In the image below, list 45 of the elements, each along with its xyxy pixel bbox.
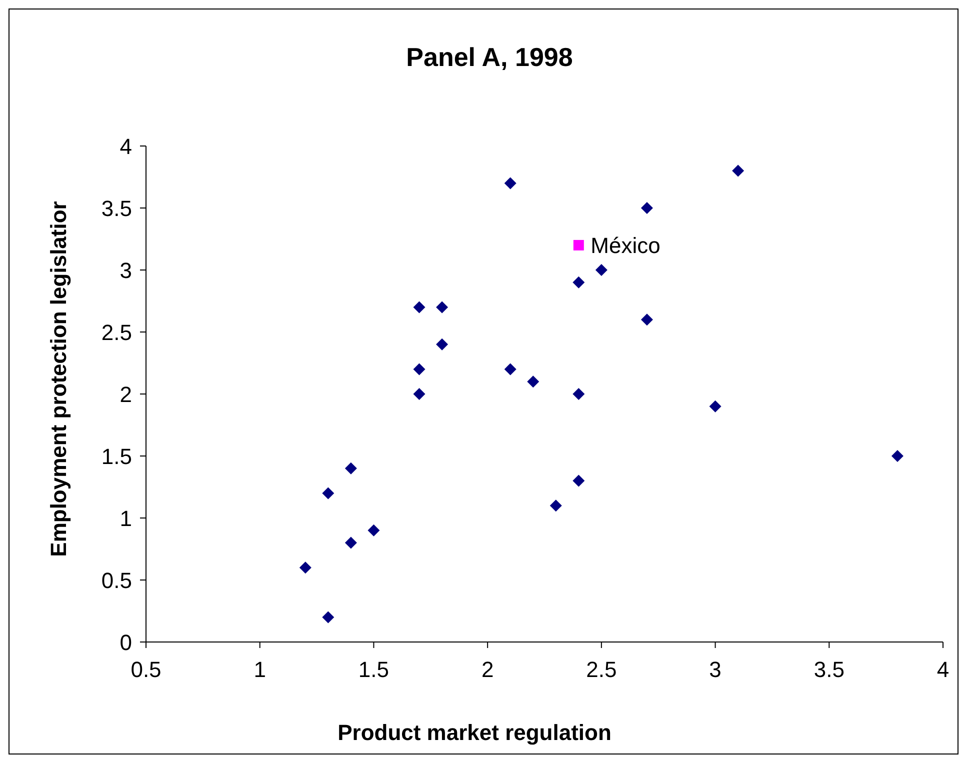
point [527, 376, 540, 388]
x-tick-label: 4 [936, 657, 950, 682]
point [322, 611, 334, 624]
y-tick-label: 1.5 [101, 444, 132, 469]
point [413, 388, 426, 400]
point [595, 264, 608, 276]
point [344, 462, 357, 474]
point [573, 240, 584, 250]
point [550, 500, 562, 512]
y-tick-label: 2.5 [101, 320, 132, 345]
y-tick-label: 4 [120, 134, 132, 159]
y-tick-label: 3.5 [101, 196, 132, 221]
chart-title: Panel A, 1998 [406, 42, 573, 72]
point [344, 536, 357, 549]
point [504, 363, 516, 376]
point [732, 164, 744, 177]
y-axis-title: Employment protection legislatior [46, 200, 71, 557]
x-tick-label: 3.5 [814, 657, 844, 682]
y-tick-label: 3 [120, 258, 132, 283]
x-tick-label: 1 [254, 657, 266, 682]
point [572, 388, 585, 400]
point [572, 474, 585, 487]
y-tick-label: 1 [120, 506, 132, 531]
point [709, 400, 722, 412]
point [504, 177, 516, 190]
x-axis-title: Product market regulation [338, 720, 612, 745]
y-tick-label: 0 [120, 630, 132, 655]
point [436, 338, 448, 350]
x-tick-label: 2.5 [586, 657, 617, 682]
point [413, 363, 426, 376]
x-tick-label: 3 [709, 657, 722, 682]
point [436, 301, 448, 314]
point [640, 202, 653, 214]
point [572, 276, 585, 288]
point [368, 524, 380, 536]
x-tick-label: 2 [481, 657, 494, 682]
y-tick-label: 2 [120, 382, 132, 407]
point [299, 562, 312, 574]
point [413, 301, 426, 314]
point [891, 450, 904, 462]
series-label: México [590, 233, 660, 258]
point [322, 487, 334, 500]
y-tick-label: 0.5 [101, 568, 132, 593]
point [640, 314, 653, 326]
x-tick-label: 1.5 [358, 657, 390, 682]
